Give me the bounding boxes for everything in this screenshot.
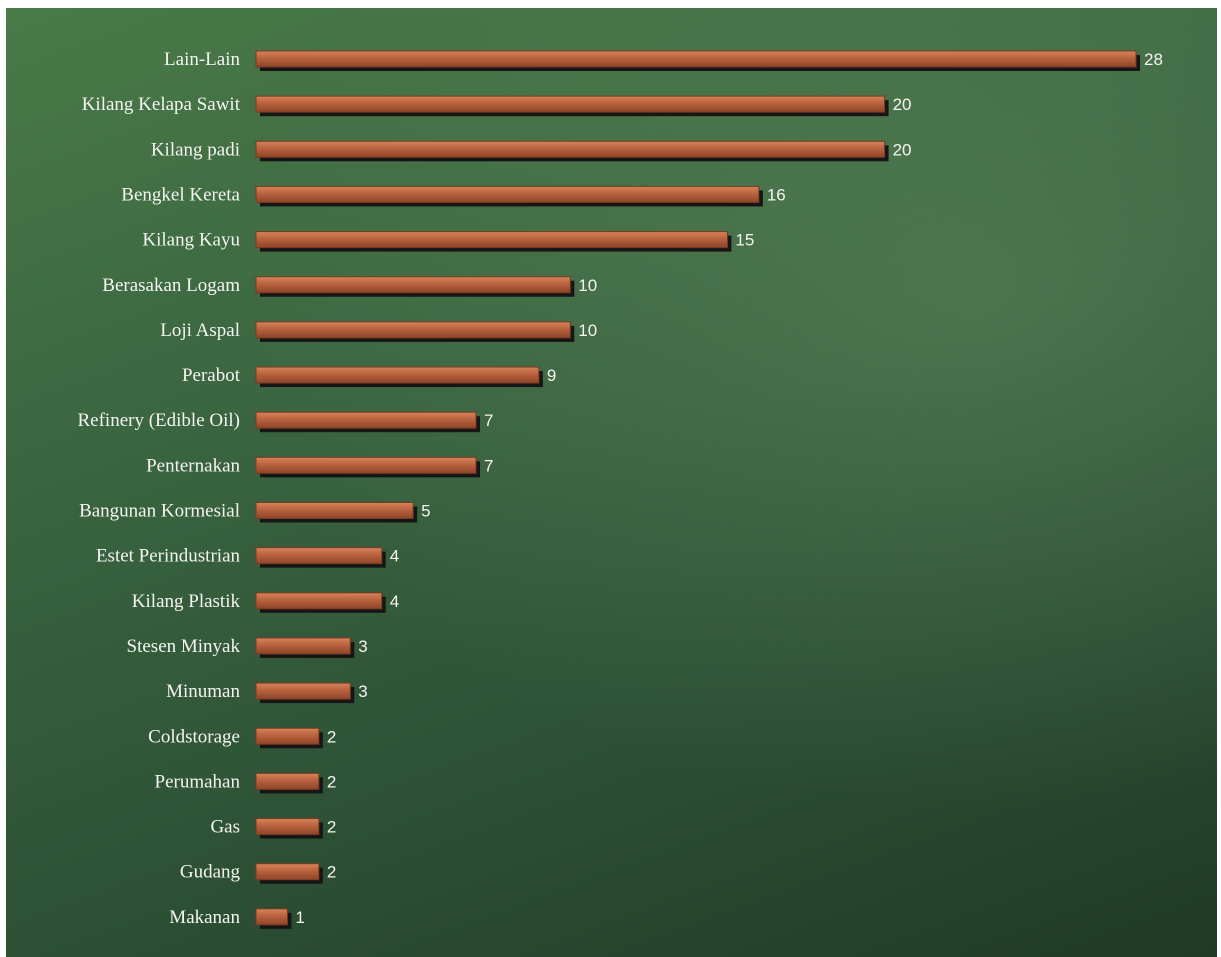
- bar-row: Estet Perindustrian 4: [96, 546, 399, 568]
- value-label: 20: [893, 95, 912, 114]
- category-label: Kilang Plastik: [132, 591, 241, 612]
- bar-row: Coldstorage 2: [148, 726, 336, 749]
- bar: [255, 411, 477, 429]
- category-label: Perumahan: [155, 771, 241, 792]
- bar-row: Berasakan Logam 10: [102, 275, 597, 297]
- bar-row: Perabot 9: [182, 365, 556, 388]
- category-label: Penternakan: [146, 455, 240, 476]
- bar: [255, 140, 886, 158]
- value-label: 20: [893, 140, 912, 159]
- bar-row: Loji Aspal 10: [160, 320, 597, 342]
- bar: [255, 547, 383, 565]
- bar-row: Stesen Minyak 3: [127, 636, 368, 658]
- value-label: 10: [578, 321, 597, 340]
- value-label: 2: [327, 818, 336, 837]
- value-label: 7: [484, 456, 493, 475]
- bar-row: Gudang 2: [180, 862, 336, 884]
- value-label: 4: [390, 547, 399, 566]
- value-label: 10: [578, 276, 597, 295]
- bar-row: Perumahan 2: [155, 771, 336, 794]
- category-label: Gas: [210, 817, 240, 838]
- value-label: 2: [327, 863, 336, 882]
- category-label: Bengkel Kereta: [121, 184, 240, 205]
- category-label: Berasakan Logam: [102, 275, 240, 296]
- bar-row: Minuman 3: [166, 681, 368, 704]
- category-label: Perabot: [182, 365, 241, 386]
- bar: [255, 637, 351, 655]
- value-label: 15: [735, 231, 754, 250]
- bar: [255, 502, 414, 519]
- value-label: 9: [547, 366, 556, 385]
- bar: [255, 818, 320, 836]
- category-label: Stesen Minyak: [127, 636, 241, 657]
- value-label: 5: [421, 502, 430, 521]
- bar: [255, 95, 886, 113]
- bar: [255, 863, 320, 881]
- bar-row: Bangunan Kormesial 5: [79, 501, 431, 523]
- bar-row: Refinery (Edible Oil) 7: [77, 410, 493, 433]
- value-label: 7: [484, 411, 493, 430]
- chart-panel: Lain-Lain 28 Kilang Kelapa Sawit 20 Kilang p…: [6, 8, 1217, 957]
- category-label: Minuman: [166, 681, 240, 702]
- bar-row: Kilang Kelapa Sawit 20: [82, 94, 912, 117]
- value-label: 28: [1144, 50, 1163, 69]
- value-label: 3: [358, 637, 367, 656]
- category-label: Bangunan Kormesial: [79, 501, 240, 522]
- category-label: Loji Aspal: [160, 320, 240, 341]
- value-label: 2: [327, 727, 336, 746]
- bar-row: Penternakan 7: [146, 455, 493, 478]
- value-label: 1: [295, 908, 304, 927]
- bar: [255, 908, 288, 926]
- value-label: 4: [390, 592, 399, 611]
- category-label: Refinery (Edible Oil): [77, 410, 240, 431]
- category-label: Makanan: [169, 907, 240, 928]
- value-label: 3: [358, 682, 367, 701]
- bar: [255, 366, 540, 384]
- bar: [255, 592, 383, 610]
- bar-row: Kilang Plastik 4: [132, 591, 399, 613]
- bar: [255, 50, 1137, 68]
- bar: [255, 727, 320, 745]
- bar: [255, 231, 728, 249]
- bar-row: Kilang padi 20: [151, 139, 912, 162]
- category-label: Estet Perindustrian: [96, 546, 241, 567]
- bar-row: Lain-Lain 28: [164, 49, 1163, 71]
- bar-row: Gas 2: [210, 817, 336, 839]
- bar: [255, 321, 571, 339]
- category-label: Gudang: [180, 862, 241, 883]
- bar-row: Makanan 1: [169, 907, 305, 929]
- category-label: Kilang Kelapa Sawit: [82, 94, 241, 115]
- bar-row: Bengkel Kereta 16: [121, 184, 786, 207]
- bar: [255, 276, 571, 294]
- bar: [255, 772, 320, 790]
- category-label: Lain-Lain: [164, 49, 240, 70]
- bar-row: Kilang Kayu 15: [142, 230, 754, 252]
- bar: [255, 682, 351, 700]
- value-label: 2: [327, 772, 336, 791]
- bar: [255, 185, 760, 203]
- value-label: 16: [767, 185, 786, 204]
- bar: [255, 456, 477, 474]
- category-label: Kilang padi: [151, 139, 240, 160]
- category-label: Kilang Kayu: [142, 230, 240, 251]
- category-label: Coldstorage: [148, 726, 240, 747]
